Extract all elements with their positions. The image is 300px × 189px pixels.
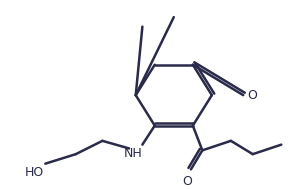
Text: O: O <box>247 89 257 102</box>
Text: O: O <box>182 175 192 188</box>
Text: NH: NH <box>124 146 142 160</box>
Text: HO: HO <box>24 166 44 179</box>
